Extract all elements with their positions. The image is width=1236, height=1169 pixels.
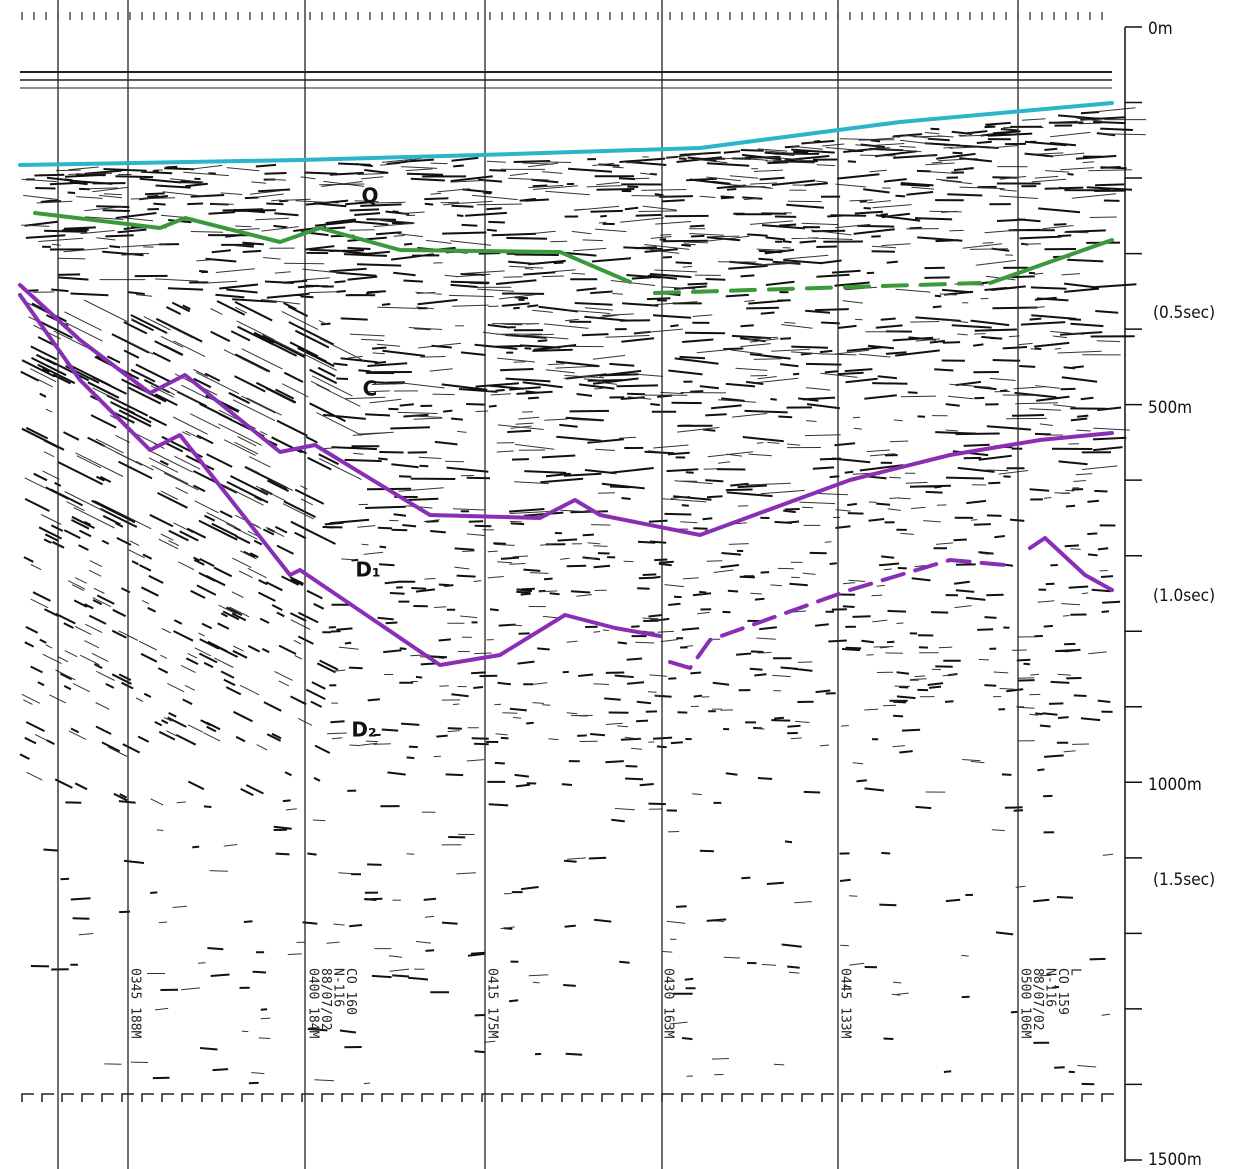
time-marks [57, 0, 1019, 1169]
time-label: (0.5sec) [1153, 303, 1215, 323]
bottom-tick-row [21, 1093, 1114, 1102]
time-label: (1.0sec) [1153, 586, 1215, 606]
annotation: 88/07/02 [1030, 968, 1045, 1031]
top-tick-row [21, 12, 1103, 20]
annotation: 0345 188M [128, 968, 143, 1039]
q-base-horizon [33, 211, 632, 284]
annotation: CO 159 [1055, 968, 1070, 1015]
layer-label: D₂ [351, 718, 376, 742]
annotation: 0500 106M [1018, 968, 1033, 1039]
d1-base-horizon [18, 293, 662, 667]
annotation: 88/07/02 [318, 968, 333, 1031]
annotation: 0400 184M [306, 968, 321, 1039]
seismic-texture-group [19, 107, 1147, 1086]
depth-label: 1500m [1148, 1150, 1202, 1169]
annotation: 0430 163M [661, 968, 676, 1039]
d1-base-horizon [1028, 536, 1114, 592]
depth-label: 500m [1148, 398, 1192, 418]
layer-label: C [363, 377, 378, 401]
q-base-horizon [988, 238, 1114, 285]
annotation: CO 160 [343, 968, 358, 1015]
annotation: N-116 [1043, 968, 1058, 1007]
seafloor-horizon [18, 101, 1114, 167]
seismic-texture [21, 107, 1147, 1085]
depth-label: 0m [1148, 19, 1173, 39]
depth-label: 1000m [1148, 775, 1202, 795]
layer-label: D₁ [355, 558, 380, 582]
axis-ticks [1125, 26, 1142, 1161]
seismic-texture [19, 111, 1137, 1086]
q-base-horizon-dashed [653, 281, 982, 295]
time-label: (1.5sec) [1153, 870, 1215, 890]
annotation: 0445 133M [838, 968, 853, 1039]
annotation: 0415 175M [485, 968, 500, 1039]
layer-labels: Q C D₁ D₂ [351, 184, 380, 742]
depth-axis: 0m 500m 1000m 1500m (0.5sec) (1.0sec) (1… [1124, 19, 1215, 1169]
layer-label: Q [361, 184, 378, 208]
frame [20, 0, 1114, 1169]
c-base-horizon [18, 283, 1114, 537]
annotation: L [1068, 968, 1083, 976]
annotation: N-116 [331, 968, 346, 1007]
d1-base-horizon-dashed [668, 558, 1007, 670]
